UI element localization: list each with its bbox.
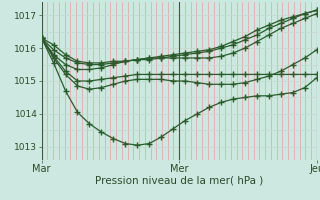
X-axis label: Pression niveau de la mer( hPa ): Pression niveau de la mer( hPa ) <box>95 176 263 186</box>
